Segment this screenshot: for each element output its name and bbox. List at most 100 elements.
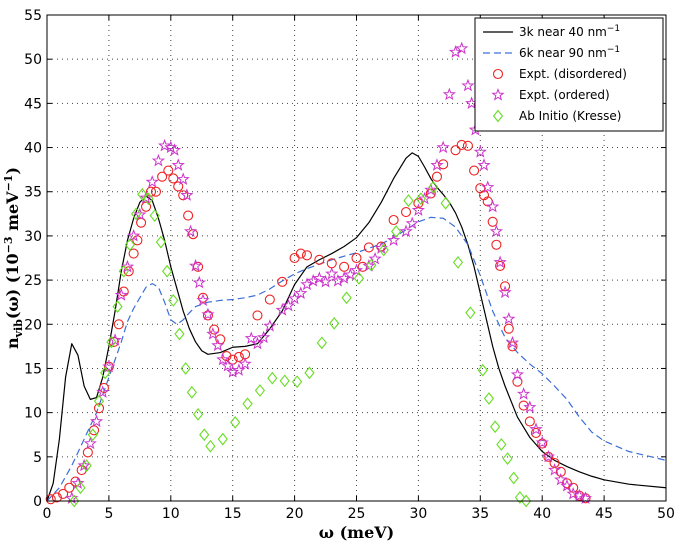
legend-label: Ab Initio (Kresse) [519, 109, 622, 123]
data-point [149, 209, 160, 222]
data-point [252, 310, 263, 321]
data-point [151, 153, 166, 167]
x-tick-label: 25 [348, 506, 366, 522]
data-point [456, 139, 467, 150]
data-point [113, 319, 124, 330]
data-point [535, 435, 549, 449]
y-tick-label: 10 [24, 406, 42, 422]
legend: 3k near 40 nm−1 6k near 90 nm−1 Expt. (dis… [474, 17, 664, 132]
x-tick-label: 15 [224, 506, 242, 522]
data-point [489, 224, 503, 238]
data-point [530, 427, 542, 439]
data-point [549, 457, 560, 469]
data-point [417, 191, 432, 205]
data-point [514, 491, 526, 504]
data-point [93, 394, 105, 408]
y-tick-label: 35 [24, 185, 42, 201]
data-point [387, 233, 401, 246]
data-point [554, 472, 568, 486]
data-point [339, 261, 350, 272]
data-point [114, 288, 128, 301]
data-point [202, 310, 213, 321]
data-point [555, 466, 566, 477]
y-tick-label: 40 [24, 141, 42, 157]
data-point [366, 258, 377, 272]
data-point [304, 366, 315, 380]
data-point [477, 363, 488, 377]
series-4 [69, 180, 532, 508]
data-point [173, 181, 184, 192]
data-point [106, 335, 117, 349]
y-label-arg: (ω) (10 [3, 253, 22, 319]
data-point [183, 210, 194, 221]
data-point [507, 341, 518, 352]
data-point [403, 194, 414, 207]
data-point [524, 416, 535, 427]
data-point [83, 436, 97, 450]
data-point [503, 323, 514, 334]
data-point [312, 271, 326, 284]
data-point [188, 259, 203, 272]
data-point [161, 264, 173, 278]
data-point [473, 145, 487, 158]
x-tick-label: 10 [162, 506, 180, 522]
data-point [216, 352, 230, 366]
data-point [145, 175, 159, 188]
legend-label: 6k near 90 nm−1 [519, 45, 620, 60]
data-point [206, 327, 220, 340]
data-point [329, 317, 340, 330]
data-point [98, 382, 109, 393]
y-axis-label-text: nvib(ω) (10−3 meV−1) [2, 167, 25, 349]
data-point [127, 228, 141, 242]
data-point [478, 190, 490, 201]
data-point [205, 439, 216, 453]
data-point [341, 291, 352, 305]
data-point [399, 224, 413, 238]
data-point [221, 358, 235, 372]
data-point [325, 266, 339, 280]
legend-symbol [492, 109, 504, 123]
y-tick-label: 55 [24, 8, 42, 24]
data-point [242, 397, 253, 411]
data-point [491, 239, 502, 250]
data-point [124, 238, 136, 252]
y-axis-label: nvib(ω) (10−3 meV−1) [2, 167, 25, 349]
data-point [541, 449, 555, 463]
data-point [118, 264, 129, 278]
data-point [496, 438, 507, 451]
data-point [424, 183, 438, 196]
data-point [196, 293, 210, 307]
data-point [428, 180, 439, 194]
data-point [566, 486, 580, 500]
data-point [368, 251, 382, 265]
data-point [51, 492, 62, 503]
data-point [100, 366, 111, 380]
x-tick-label: 40 [533, 506, 551, 522]
y-label-close: ) [3, 167, 22, 175]
data-point [120, 259, 135, 273]
data-point [388, 214, 399, 226]
data-point [353, 271, 365, 285]
legend-label: Expt. (ordered) [519, 88, 610, 102]
data-point [143, 192, 154, 206]
data-point [232, 363, 246, 376]
y-label-exp1: −3 [2, 236, 15, 253]
legend-symbol [491, 88, 505, 101]
data-point [560, 479, 574, 492]
data-point [568, 482, 579, 493]
data-point [87, 428, 98, 442]
data-point [167, 143, 182, 156]
data-point [483, 392, 495, 405]
data-point [93, 403, 105, 414]
data-point [157, 171, 168, 182]
data-point [184, 224, 198, 238]
y-tick-label: 45 [24, 96, 42, 112]
data-point [400, 207, 412, 218]
data-point [295, 248, 306, 259]
data-point [351, 252, 362, 264]
data-point [529, 422, 543, 436]
data-point [226, 365, 240, 378]
data-point [279, 374, 290, 388]
data-point [281, 298, 296, 312]
data-point [508, 471, 519, 485]
